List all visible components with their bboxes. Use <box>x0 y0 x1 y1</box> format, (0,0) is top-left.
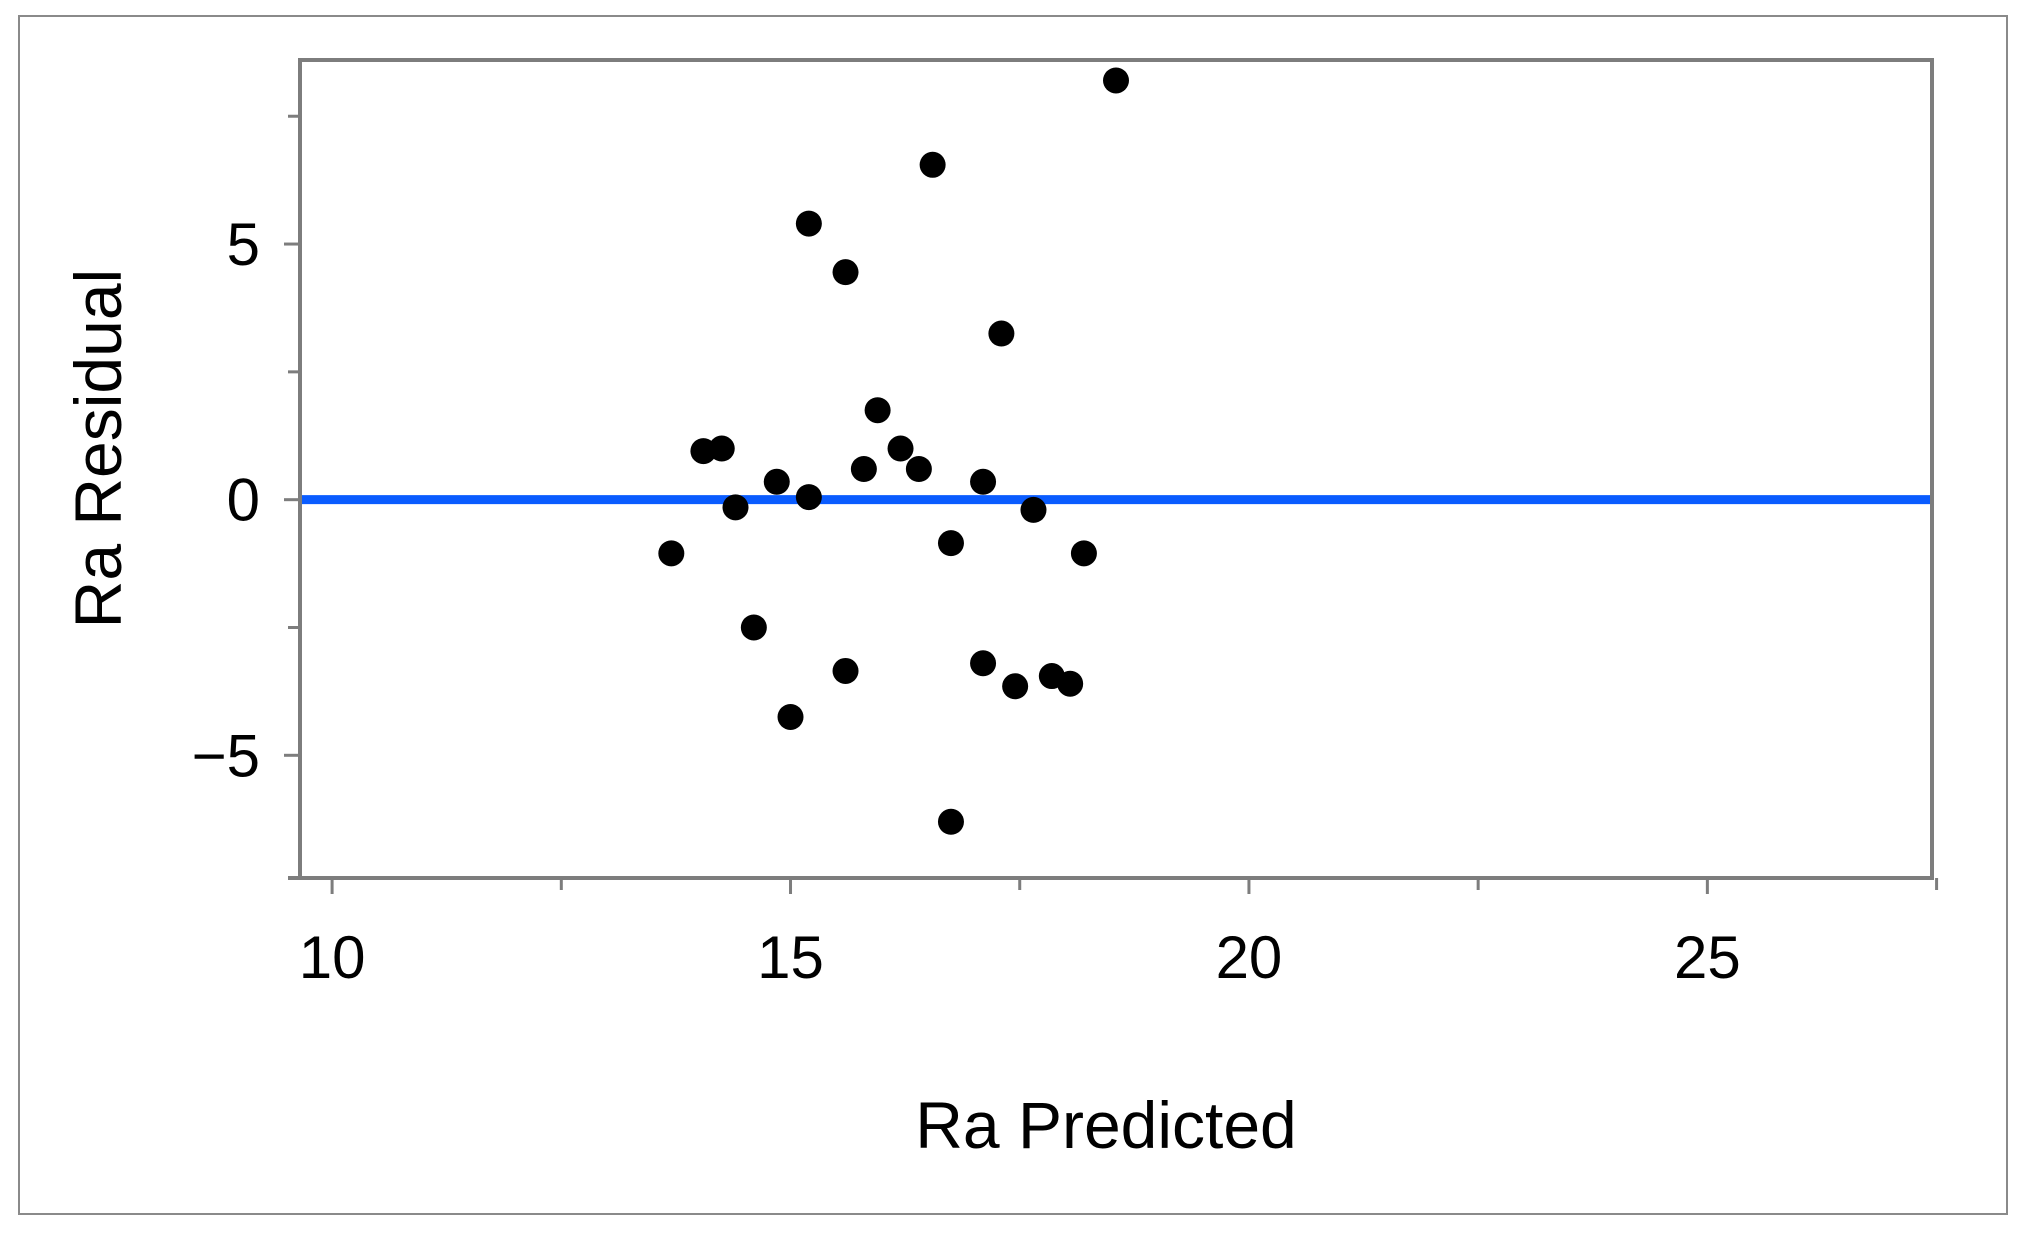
x-tick-label: 10 <box>299 924 366 991</box>
data-point <box>1103 67 1129 94</box>
data-point <box>937 530 964 557</box>
chart-frame <box>18 15 2008 1215</box>
data-point <box>905 456 932 482</box>
data-point <box>919 151 946 178</box>
data-point <box>1070 540 1097 567</box>
data-point <box>1020 496 1047 523</box>
data-point <box>795 484 822 511</box>
y-tick-label: −5 <box>192 722 260 789</box>
data-point <box>832 259 859 286</box>
data-point <box>763 468 790 495</box>
y-axis-label: Ra Residual <box>61 269 135 629</box>
x-tick-label: 25 <box>1674 924 1741 991</box>
data-point <box>937 808 964 835</box>
x-tick-label: 15 <box>757 924 824 991</box>
data-point <box>887 435 914 462</box>
tick-labels: 10 15 20 25 −5 0 5 <box>192 211 1741 991</box>
axes <box>284 58 1939 894</box>
data-point <box>740 614 767 641</box>
data-point <box>988 320 1015 347</box>
data-point <box>722 494 749 521</box>
y-tick-label: 0 <box>227 467 260 534</box>
data-point <box>850 456 877 482</box>
data-point <box>1057 670 1084 697</box>
data-point <box>832 657 859 684</box>
data-point <box>1002 673 1029 700</box>
data-point <box>970 468 997 495</box>
data-point <box>795 210 822 237</box>
plot-area-border <box>298 58 1934 880</box>
data-point <box>708 435 735 462</box>
data-point <box>970 650 997 677</box>
y-tick-label: 5 <box>227 211 260 278</box>
x-tick-label: 20 <box>1216 924 1283 991</box>
data-point <box>658 540 685 567</box>
data-point <box>864 397 891 424</box>
data-points <box>658 67 1129 835</box>
x-axis-label: Ra Predicted <box>915 1088 1297 1162</box>
data-point <box>777 703 804 730</box>
